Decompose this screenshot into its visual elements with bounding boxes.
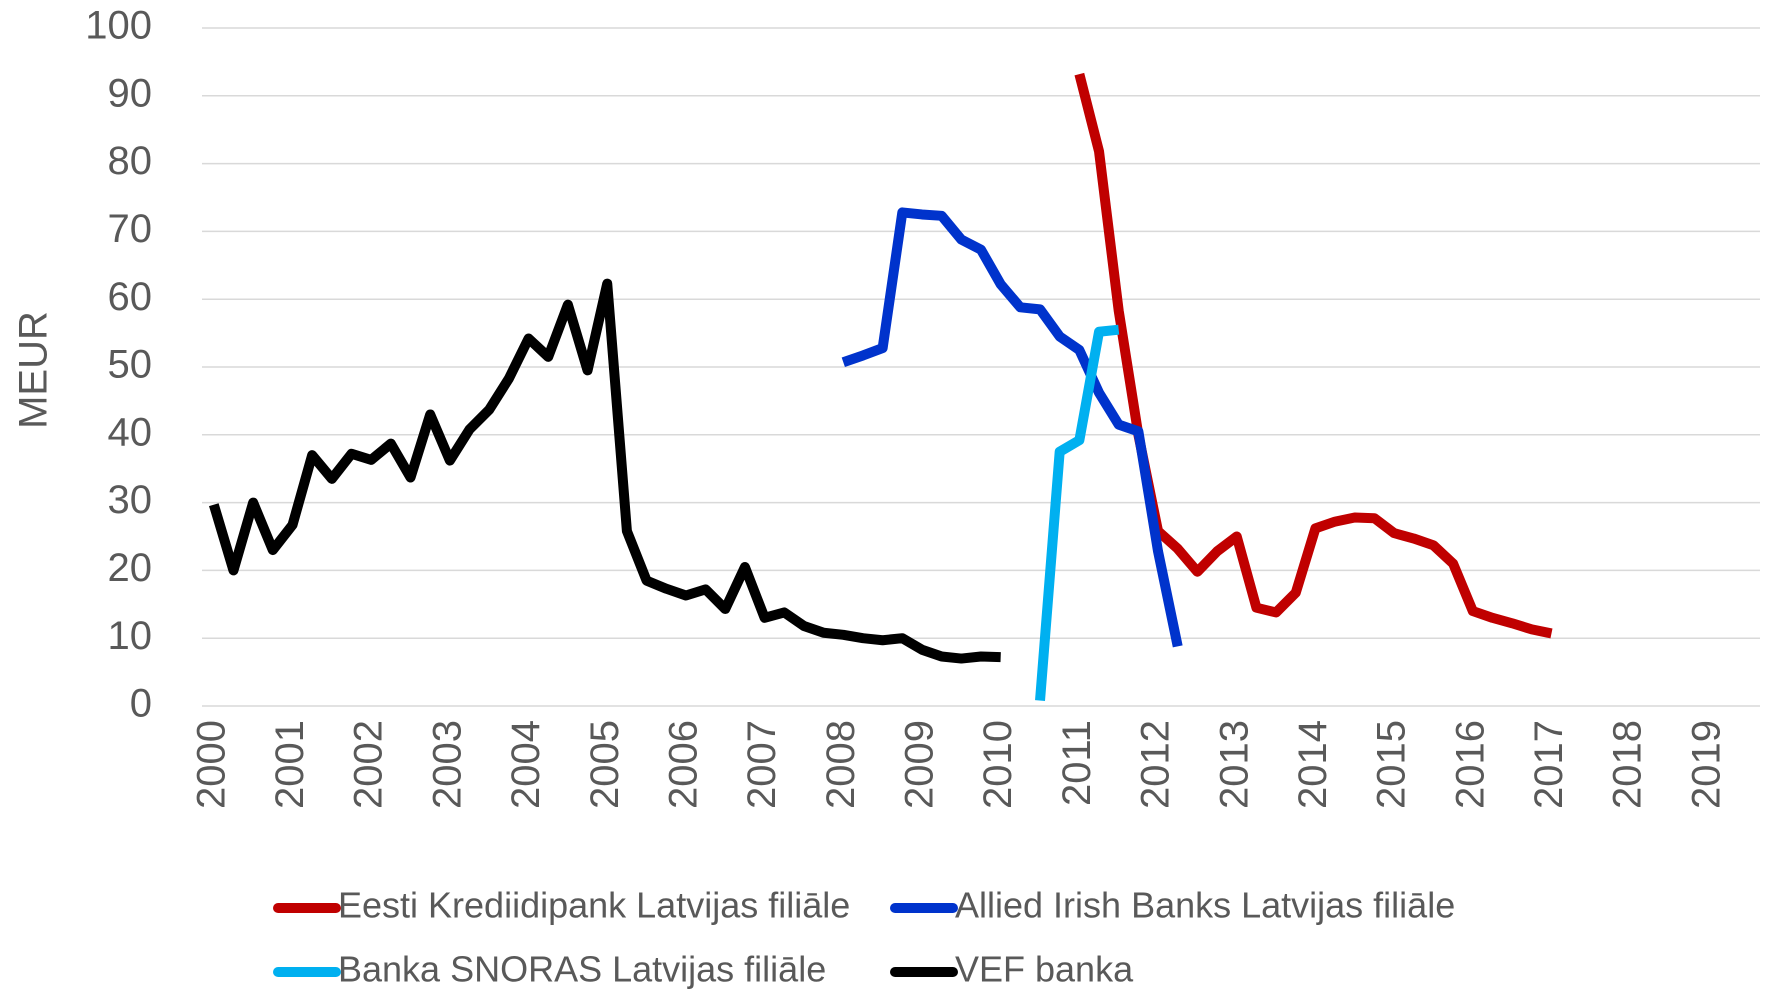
x-tick-label: 2002 (347, 720, 391, 809)
x-tick-label: 2006 (661, 720, 705, 809)
y-tick-label: 30 (108, 478, 153, 522)
series-line (1035, 324, 1120, 701)
x-tick-label: 2000 (189, 720, 233, 809)
x-tick-label: 2019 (1684, 720, 1728, 809)
x-tick-label: 2008 (819, 720, 863, 809)
series-line (1074, 72, 1553, 639)
y-tick-label: 90 (108, 71, 153, 115)
x-tick-label: 2005 (583, 720, 627, 809)
x-tick-label: 2012 (1134, 720, 1178, 809)
x-tick-label: 2013 (1212, 720, 1256, 809)
y-axis-label: MEUR (12, 311, 56, 429)
y-tick-label: 70 (108, 207, 153, 251)
legend-label: Eesti Krediidipank Latvijas filiāle (338, 885, 850, 926)
x-tick-label: 2007 (740, 720, 784, 809)
x-tick-label: 2017 (1527, 720, 1571, 809)
x-tick-label: 2011 (1055, 720, 1099, 806)
legend-label: Allied Irish Banks Latvijas filiāle (955, 885, 1455, 926)
y-tick-label: 60 (108, 275, 153, 319)
series-line (209, 278, 1001, 664)
x-tick-label: 2010 (976, 720, 1020, 809)
y-tick-label: 40 (108, 410, 153, 454)
y-tick-label: 0 (130, 682, 152, 726)
y-tick-label: 10 (108, 614, 153, 658)
x-tick-label: 2001 (268, 720, 312, 809)
y-tick-label: 20 (108, 546, 153, 590)
x-tick-label: 2018 (1606, 720, 1650, 809)
x-tick-label: 2009 (898, 720, 942, 809)
y-tick-label: 50 (108, 343, 153, 387)
x-tick-label: 2016 (1448, 720, 1492, 809)
y-tick-label: 100 (85, 4, 152, 48)
x-tick-label: 2014 (1291, 720, 1335, 809)
x-tick-label: 2003 (425, 720, 469, 809)
series-line (841, 207, 1183, 648)
x-tick-label: 2015 (1370, 720, 1414, 809)
y-tick-label: 80 (108, 139, 153, 183)
legend-label: VEF banka (955, 949, 1134, 990)
x-tick-label: 2004 (504, 720, 548, 809)
legend-label: Banka SNORAS Latvijas filiāle (338, 949, 826, 990)
